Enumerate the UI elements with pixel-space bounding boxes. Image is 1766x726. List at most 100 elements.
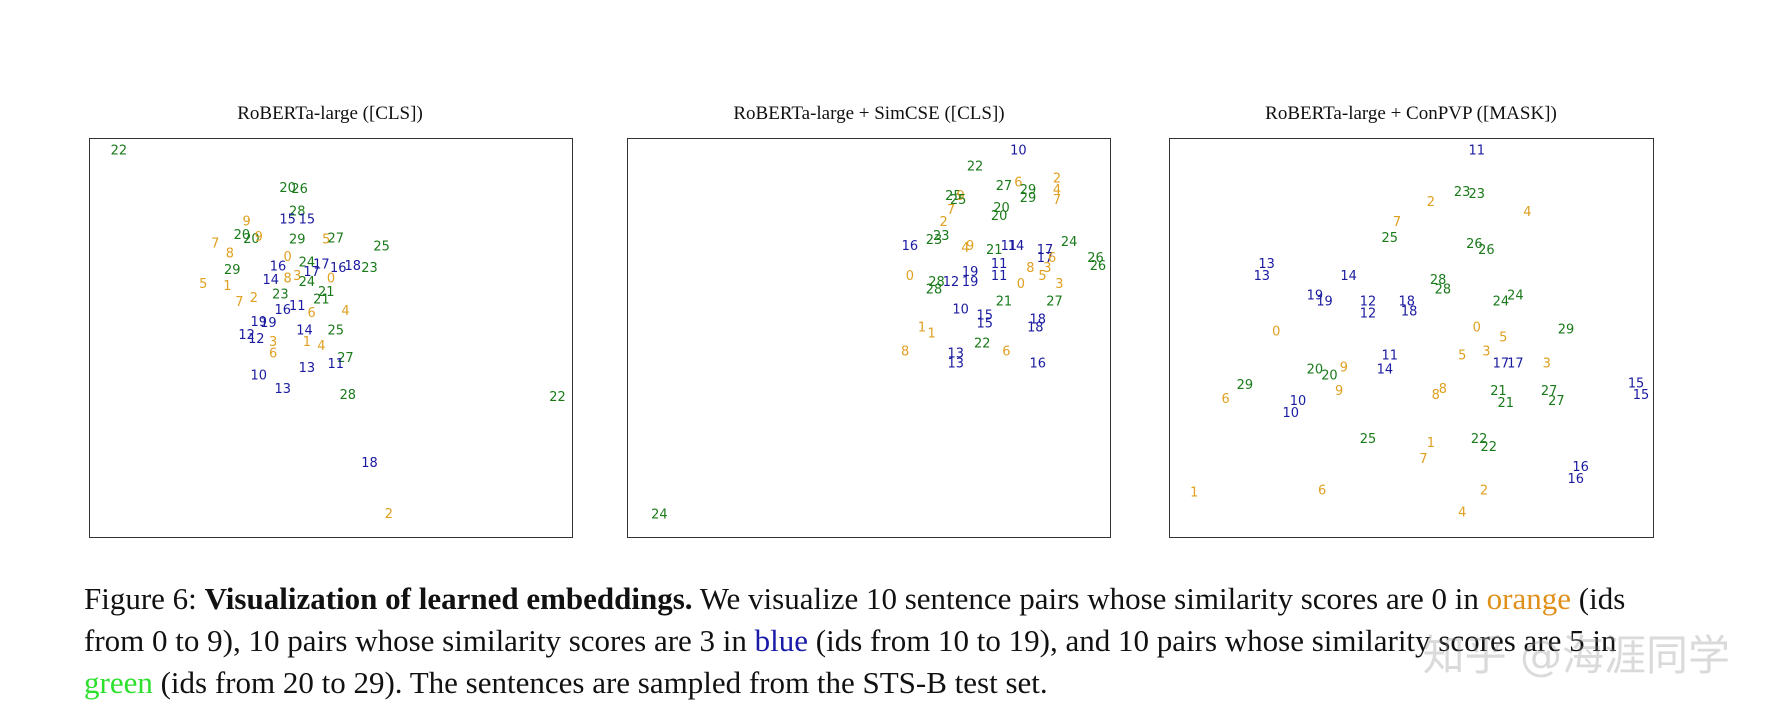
scatter-plot-2: 10 22 2 27 6 29 4 7 25 9 25 29 20 7 20 2 23 23 16 4 9 21 11 14 1… [627,138,1111,538]
scatter-point-label: 16 [270,259,286,274]
scatter-point-label: 13 [948,346,964,361]
scatter-point-label: 29 [1237,378,1253,393]
scatter-point-label: 2 [1480,484,1488,499]
caption-part3: (ids from 10 to 19), and 10 pairs whose … [815,623,1617,658]
scatter-point-label: 21 [313,293,329,308]
scatter-point-label: 15 [976,317,992,332]
scatter-point-label: 21 [318,285,334,300]
scatter-point-label: 12 [238,328,254,343]
panel-title-3: RoBERTa-large + ConPVP ([MASK]) [1265,103,1557,124]
scatter-point-label: 0 [283,250,291,265]
scatter-point-label: 16 [275,303,291,318]
watermark: 知乎 @海涯同学 [1422,631,1730,680]
scatter-point-label: 17 [1037,251,1053,266]
scatter-point-label: 26 [1466,237,1482,252]
scatter-point-label: 27 [328,231,344,246]
scatter-point-label: 22 [974,336,990,351]
scatter-point-label: 29 [289,233,305,248]
scatter-point-label: 10 [1283,406,1299,421]
scatter-point-label: 26 [1087,251,1103,266]
scatter-point-label: 27 [1046,295,1062,310]
scatter-plot-1: 22 20 26 28 15 15 9 20 20 9 7 29 5 27 25 8 0 16 24 17 17 16 18… [89,138,573,538]
scatter-point-label: 1 [918,321,926,336]
scatter-point-label: 19 [250,315,266,330]
scatter-point-label: 25 [328,324,344,339]
scatter-point-label: 28 [340,388,356,403]
scatter-point-label: 3 [1543,356,1551,371]
scatter-point-label: 10 [1290,394,1306,409]
scatter-point-label: 6 [1002,344,1010,359]
scatter-point-label: 27 [996,179,1012,194]
scatter-point-label: 25 [945,189,961,204]
scatter-point-label: 28 [289,205,305,220]
scatter-point-label: 19 [962,275,978,290]
caption-bold: Visualization of learned embeddings. [204,581,693,616]
scatter-point-label: 11 [1001,239,1017,254]
scatter-point-label: 6 [1014,175,1022,190]
scatter-point-label: 10 [250,369,266,384]
scatter-point-label: 1 [1427,436,1435,451]
scatter-point-label: 26 [1090,259,1106,274]
scatter-point-label: 22 [111,143,127,158]
scatter-point-label: 26 [1478,243,1494,258]
scatter-point-label: 17 [1507,356,1523,371]
scatter-point-label: 4 [317,339,325,354]
scatter-point-label: 2 [250,291,258,306]
scatter-point-label: 4 [1523,205,1531,220]
scatter-point-label: 22 [967,159,983,174]
scatter-point-label: 25 [1360,432,1376,447]
scatter-point-label: 28 [926,283,942,298]
scatter-point-label: 22 [1481,440,1497,455]
scatter-point-label: 7 [947,203,955,218]
scatter-point-label: 4 [341,304,349,319]
scatter-point-label: 1 [223,279,231,294]
scatter-point-label: 27 [1541,384,1557,399]
scatter-point-label: 20 [243,232,259,247]
scatter-point-label: 9 [1340,360,1348,375]
scatter-point-label: 11 [289,299,305,314]
scatter-point-label: 24 [1507,289,1523,304]
scatter-point-label: 12 [943,275,959,290]
scatter-point-label: 28 [1435,283,1451,298]
scatter-point-label: 17 [1493,356,1509,371]
scatter-point-label: 8 [283,272,291,287]
scatter-point-label: 5 [322,233,330,248]
scatter-point-label: 9 [957,189,965,204]
scatter-point-label: 15 [1633,388,1649,403]
scatter-point-label: 13 [1254,269,1270,284]
scatter-point-label: 3 [1043,261,1051,276]
scatter-point-label: 23 [361,261,377,276]
scatter-point-label: 16 [1029,356,1045,371]
scatter-point-label: 20 [1321,368,1337,383]
scatter-point-label: 13 [1258,257,1274,272]
panel-title-1: RoBERTa-large ([CLS]) [237,103,423,124]
scatter-point-label: 4 [1053,183,1061,198]
scatter-point-label: 5 [1499,331,1507,346]
scatter-point-label: 9 [966,239,974,254]
scatter-point-label: 13 [299,361,315,376]
scatter-point-label: 10 [952,303,968,318]
scatter-point-label: 1 [303,335,311,350]
scatter-point-label: 14 [1008,239,1024,254]
scatter-point-label: 15 [976,309,992,324]
scatter-point-label: 25 [373,239,389,254]
scatter-point-label: 2 [1053,171,1061,186]
scatter-point-label: 5 [1038,269,1046,284]
scatter-point-label: 1 [1190,486,1198,501]
scatter-point-label: 6 [1048,251,1056,266]
scatter-point-label: 16 [330,261,346,276]
scatter-point-label: 20 [993,201,1009,216]
scatter-point-label: 8 [1439,382,1447,397]
scatter-point-label: 7 [1419,452,1427,467]
scatter-point-label: 15 [1628,376,1644,391]
caption-part4: (ids from 20 to 29). The sentences are s… [160,665,1048,700]
scatter-point-label: 7 [211,237,219,252]
scatter-point-label: 4 [961,241,969,256]
scatter-point-label: 24 [1061,235,1077,250]
scatter-point-label: 7 [235,295,243,310]
scatter-point-label: 0 [327,272,335,287]
scatter-plot-3: 11 23 23 2 4 7 25 26 26 13 13 14 28 28 19 19 12 12 18 18 24 2… [1169,138,1654,538]
scatter-point-label: 13 [948,356,964,371]
scatter-point-label: 20 [234,228,250,243]
